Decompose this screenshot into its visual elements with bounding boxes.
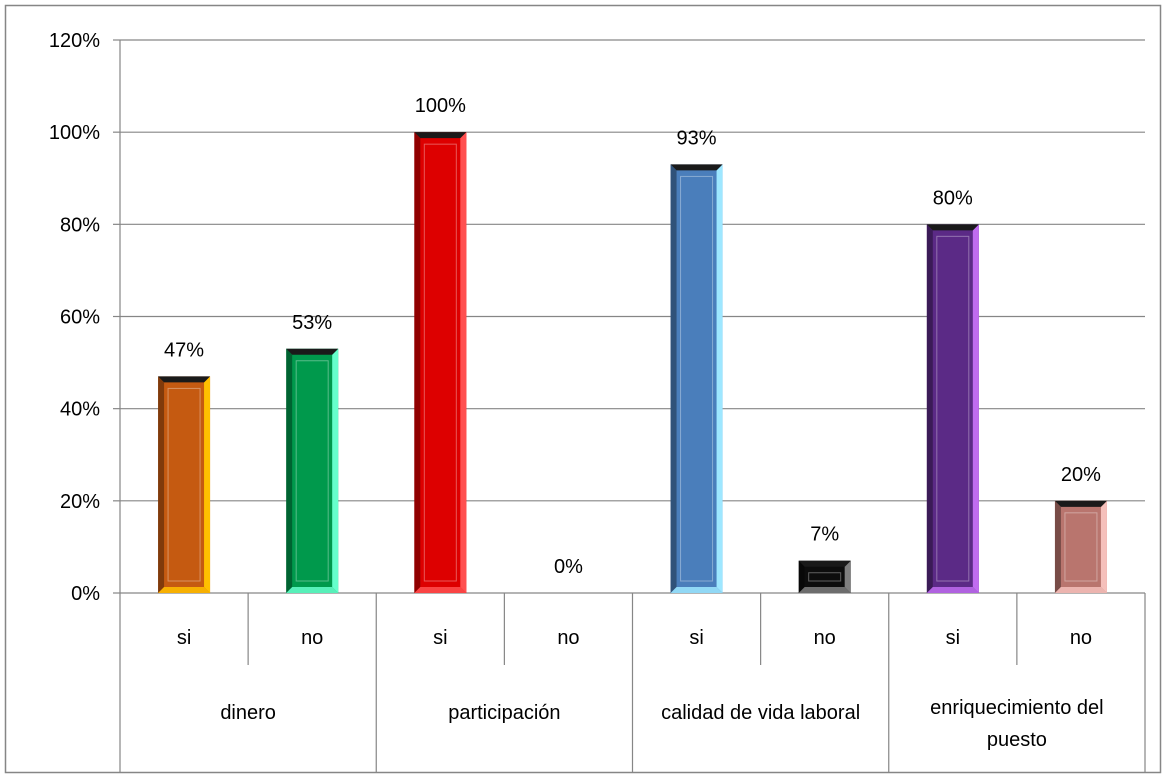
- bar-no-2: [286, 348, 339, 593]
- group-label: calidad de vida laboral: [661, 702, 860, 724]
- y-tick-label: 100%: [49, 122, 100, 144]
- bar-body: [414, 132, 467, 593]
- bar-inner-frame: [1064, 512, 1098, 582]
- bar-bevel-top: [926, 224, 979, 231]
- bar-inner-frame: [808, 572, 842, 582]
- bar-inner-frame: [936, 235, 970, 582]
- category-label: si: [689, 627, 703, 649]
- bar-bevel-top: [158, 376, 211, 383]
- category-label: no: [814, 627, 836, 649]
- bar-bevel-top: [414, 132, 467, 139]
- bar-bevel-top: [1054, 500, 1107, 507]
- y-tick-label: 120%: [49, 30, 100, 52]
- bar-bevel-bottom: [286, 587, 339, 593]
- category-label: no: [557, 627, 579, 649]
- bar-bevel-left: [1054, 500, 1061, 593]
- bar-bevel-right: [972, 224, 979, 594]
- y-tick-label: 40%: [60, 399, 100, 421]
- data-label: 20%: [1061, 464, 1101, 486]
- data-labels: 47% 53% 100% 0% 93% 7% 80% 20%: [164, 95, 1101, 578]
- bar-no-8: [1054, 500, 1107, 593]
- bar-bevel-left: [926, 224, 933, 594]
- category-label: si: [177, 627, 191, 649]
- bar-body: [926, 224, 979, 594]
- category-label: no: [301, 627, 323, 649]
- axes: [113, 39, 1146, 772]
- bar-inner-frame: [295, 360, 329, 582]
- bar-bevel-bottom: [670, 587, 723, 593]
- bar-inner-frame: [680, 175, 714, 582]
- data-label: 53%: [292, 312, 332, 334]
- data-label: 80%: [933, 187, 973, 209]
- y-axis-ticks: 0% 20% 40% 60% 80% 100% 120%: [49, 30, 100, 605]
- data-label: 7%: [810, 524, 839, 546]
- x-axis-categories: si no si no si no si no dinero participación calid…: [177, 627, 1104, 751]
- bar-bevel-right: [716, 164, 723, 594]
- bar-bevel-left: [670, 164, 677, 594]
- y-tick-label: 20%: [60, 491, 100, 513]
- bar-body: [670, 164, 723, 594]
- category-label: si: [946, 627, 960, 649]
- y-tick-label: 60%: [60, 307, 100, 329]
- bar-inner-frame: [423, 143, 457, 582]
- data-label: 100%: [415, 95, 466, 117]
- bar-bevel-right: [1100, 500, 1107, 593]
- bar-bevel-bottom: [798, 587, 851, 593]
- bar-body: [286, 348, 339, 593]
- bar-bevel-top: [286, 348, 339, 355]
- bar-bevel-right: [844, 560, 851, 593]
- group-label: enriquecimiento del: [930, 697, 1103, 719]
- bar-si-1: [158, 376, 211, 593]
- bar-no-6: [798, 560, 851, 593]
- category-label: si: [433, 627, 447, 649]
- bar-si-5: [670, 164, 723, 594]
- bar-bevel-bottom: [926, 587, 979, 593]
- category-label: no: [1070, 627, 1092, 649]
- data-label: 0%: [554, 556, 583, 578]
- bar-body: [158, 376, 211, 593]
- group-label: dinero: [220, 702, 276, 724]
- bar-bevel-right: [460, 132, 467, 593]
- bar-bevel-top: [670, 164, 723, 171]
- bar-si-3: [414, 132, 467, 593]
- bar-bevel-bottom: [158, 587, 211, 593]
- bar-bevel-bottom: [414, 587, 467, 593]
- bar-bevel-right: [332, 348, 339, 593]
- bar-bevel-left: [798, 560, 805, 593]
- bar-bevel-right: [204, 376, 211, 593]
- data-label: 47%: [164, 339, 204, 361]
- group-label: puesto: [987, 729, 1047, 751]
- bar-inner-frame: [167, 387, 201, 582]
- bar-body: [1054, 500, 1107, 593]
- y-tick-label: 80%: [60, 214, 100, 236]
- bars: [158, 132, 1107, 594]
- bar-bevel-left: [158, 376, 165, 593]
- bar-bevel-bottom: [1054, 587, 1107, 593]
- data-label: 93%: [677, 127, 717, 149]
- bar-bevel-left: [286, 348, 293, 593]
- y-tick-label: 0%: [71, 583, 100, 605]
- group-label: participación: [448, 702, 560, 724]
- bar-bevel-left: [414, 132, 421, 593]
- bar-bevel-top: [798, 560, 851, 567]
- bar-si-7: [926, 224, 979, 594]
